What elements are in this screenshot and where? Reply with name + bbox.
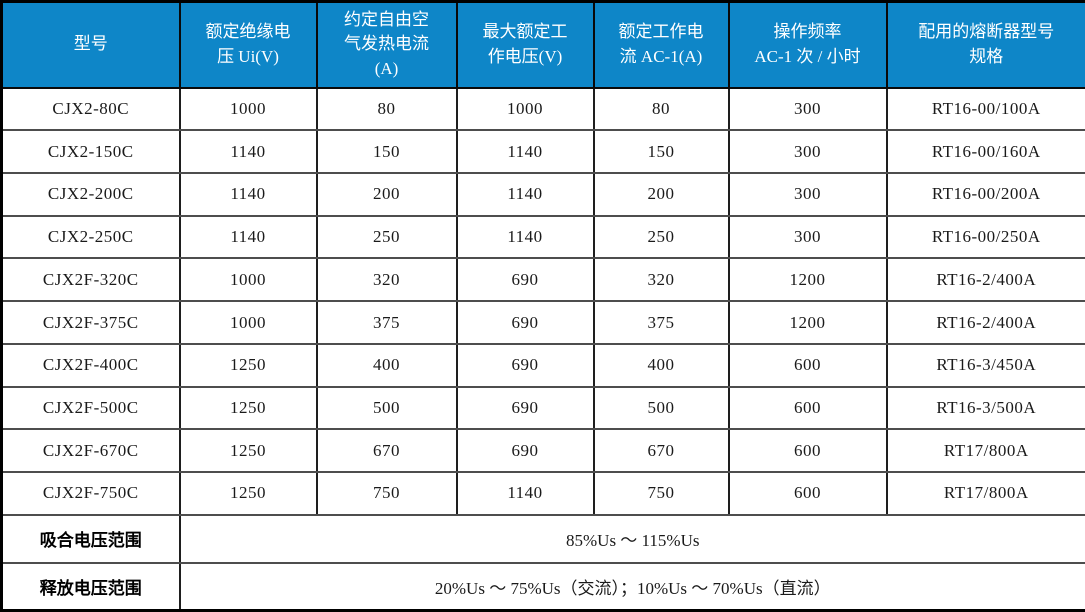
cell-insulation-voltage: 1140 (178, 171, 318, 217)
cell-thermal-current: 670 (315, 428, 458, 474)
cell-working-current: 670 (592, 428, 730, 474)
pickup-voltage-range-value: 85%Us ～ 115%Us (178, 513, 1085, 564)
column-header-max-working-voltage: 最大额定工 作电压(V) (455, 0, 595, 89)
cell-max-working-voltage: 690 (455, 342, 595, 388)
header-row: 型号 额定绝缘电 压 Ui(V) 约定自由空 气发热电流 (A) 最大额定工 作… (0, 0, 1085, 89)
pickup-voltage-range-row: 吸合电压范围 85%Us ～ 115%Us (0, 513, 1085, 564)
cell-operating-frequency: 600 (727, 428, 888, 474)
cell-max-working-voltage: 1140 (455, 171, 595, 217)
cell-working-current: 750 (592, 471, 730, 516)
cell-working-current: 375 (592, 300, 730, 345)
cell-operating-frequency: 600 (727, 342, 888, 388)
table-row: CJX2-150C 1140 150 1140 150 300 RT16-00/… (0, 129, 1085, 174)
table-row: CJX2-250C 1140 250 1140 250 300 RT16-00/… (0, 214, 1085, 260)
cell-fuse-spec: RT16-00/250A (885, 214, 1085, 260)
cell-working-current: 400 (592, 342, 730, 388)
cell-working-current: 150 (592, 129, 730, 174)
table-row: CJX2-80C 1000 80 1000 80 300 RT16-00/100… (0, 86, 1085, 132)
cell-model: CJX2F-750C (0, 471, 181, 516)
cell-operating-frequency: 300 (727, 214, 888, 260)
cell-operating-frequency: 300 (727, 171, 888, 217)
cell-working-current: 200 (592, 171, 730, 217)
cell-operating-frequency: 300 (727, 86, 888, 132)
cell-model: CJX2-200C (0, 171, 181, 217)
cell-thermal-current: 200 (315, 171, 458, 217)
cell-operating-frequency: 600 (727, 385, 888, 431)
cell-thermal-current: 80 (315, 86, 458, 132)
cell-fuse-spec: RT16-00/160A (885, 129, 1085, 174)
cell-max-working-voltage: 690 (455, 385, 595, 431)
cell-working-current: 250 (592, 214, 730, 260)
cell-thermal-current: 250 (315, 214, 458, 260)
cell-model: CJX2-150C (0, 129, 181, 174)
cell-max-working-voltage: 1140 (455, 129, 595, 174)
cell-fuse-spec: RT16-00/100A (885, 86, 1085, 132)
cell-insulation-voltage: 1250 (178, 342, 318, 388)
table-row: CJX2F-500C 1250 500 690 500 600 RT16-3/5… (0, 385, 1085, 431)
column-header-working-current: 额定工作电 流 AC-1(A) (592, 0, 730, 89)
cell-max-working-voltage: 1140 (455, 471, 595, 516)
table-row: CJX2F-320C 1000 320 690 320 1200 RT16-2/… (0, 257, 1085, 303)
cell-model: CJX2F-400C (0, 342, 181, 388)
cell-max-working-voltage: 690 (455, 300, 595, 345)
table-row: CJX2F-670C 1250 670 690 670 600 RT17/800… (0, 428, 1085, 474)
cell-thermal-current: 150 (315, 129, 458, 174)
cell-insulation-voltage: 1140 (178, 129, 318, 174)
column-header-model: 型号 (0, 0, 181, 89)
cell-max-working-voltage: 690 (455, 257, 595, 303)
cell-insulation-voltage: 1140 (178, 214, 318, 260)
cell-thermal-current: 400 (315, 342, 458, 388)
cell-insulation-voltage: 1000 (178, 257, 318, 303)
release-voltage-range-row: 释放电压范围 20%Us ～ 75%Us（交流）；10%Us ～ 70%Us（直… (0, 561, 1085, 612)
cell-insulation-voltage: 1000 (178, 300, 318, 345)
cell-max-working-voltage: 1140 (455, 214, 595, 260)
column-header-fuse-spec: 配用的熔断器型号 规格 (885, 0, 1085, 89)
column-header-operating-frequency: 操作频率 AC-1 次 / 小时 (727, 0, 888, 89)
cell-model: CJX2-80C (0, 86, 181, 132)
cell-insulation-voltage: 1250 (178, 428, 318, 474)
release-voltage-range-label: 释放电压范围 (0, 561, 181, 612)
cell-thermal-current: 320 (315, 257, 458, 303)
cell-model: CJX2-250C (0, 214, 181, 260)
cell-operating-frequency: 600 (727, 471, 888, 516)
cell-thermal-current: 375 (315, 300, 458, 345)
column-header-thermal-current: 约定自由空 气发热电流 (A) (315, 0, 458, 89)
cell-max-working-voltage: 690 (455, 428, 595, 474)
cell-model: CJX2F-670C (0, 428, 181, 474)
cell-operating-frequency: 1200 (727, 257, 888, 303)
table-row: CJX2F-750C 1250 750 1140 750 600 RT17/80… (0, 471, 1085, 516)
cell-max-working-voltage: 1000 (455, 86, 595, 132)
release-voltage-range-value: 20%Us ～ 75%Us（交流）；10%Us ～ 70%Us（直流） (178, 561, 1085, 612)
cell-model: CJX2F-375C (0, 300, 181, 345)
table-row: CJX2F-375C 1000 375 690 375 1200 RT16-2/… (0, 300, 1085, 345)
cell-fuse-spec: RT16-2/400A (885, 257, 1085, 303)
column-header-insulation-voltage: 额定绝缘电 压 Ui(V) (178, 0, 318, 89)
cell-operating-frequency: 1200 (727, 300, 888, 345)
cell-fuse-spec: RT16-3/500A (885, 385, 1085, 431)
cell-working-current: 320 (592, 257, 730, 303)
cell-working-current: 80 (592, 86, 730, 132)
cell-model: CJX2F-320C (0, 257, 181, 303)
table-row: CJX2-200C 1140 200 1140 200 300 RT16-00/… (0, 171, 1085, 217)
cell-thermal-current: 750 (315, 471, 458, 516)
cell-model: CJX2F-500C (0, 385, 181, 431)
cell-fuse-spec: RT16-2/400A (885, 300, 1085, 345)
cell-working-current: 500 (592, 385, 730, 431)
table-row: CJX2F-400C 1250 400 690 400 600 RT16-3/4… (0, 342, 1085, 388)
cell-insulation-voltage: 1000 (178, 86, 318, 132)
cell-fuse-spec: RT16-00/200A (885, 171, 1085, 217)
cell-fuse-spec: RT17/800A (885, 428, 1085, 474)
cell-insulation-voltage: 1250 (178, 385, 318, 431)
cell-fuse-spec: RT16-3/450A (885, 342, 1085, 388)
pickup-voltage-range-label: 吸合电压范围 (0, 513, 181, 564)
cell-thermal-current: 500 (315, 385, 458, 431)
cell-fuse-spec: RT17/800A (885, 471, 1085, 516)
cell-operating-frequency: 300 (727, 129, 888, 174)
cell-insulation-voltage: 1250 (178, 471, 318, 516)
